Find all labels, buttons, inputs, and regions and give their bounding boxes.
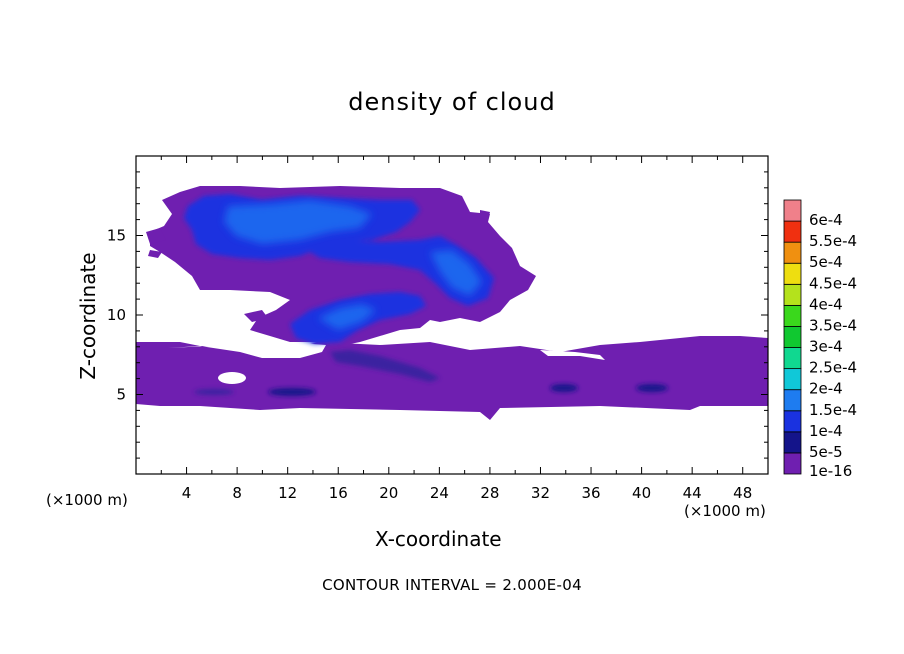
cloud-field: [136, 186, 768, 420]
colorbar-label: 4e-4: [809, 295, 843, 313]
colorbar-swatch: [783, 199, 802, 222]
x-tick-label: 36: [581, 484, 600, 502]
x-tick-label: 40: [632, 484, 651, 502]
colorbar-label: 6e-4: [809, 211, 843, 229]
colorbar-swatch: [783, 220, 802, 243]
colorbar-label: 1e-4: [809, 422, 843, 440]
x-tick-label: 4: [182, 484, 192, 502]
x-tick-label: 28: [480, 484, 499, 502]
colorbar-label: 5e-5: [809, 443, 843, 461]
cloud-core-bright: [430, 250, 482, 296]
colorbar-swatch: [783, 368, 802, 391]
x-ticks: 4 8 12 16 20 24 28 32 36 40 44 48: [160, 156, 752, 502]
y-tick-label: 15: [107, 227, 126, 245]
cloud-gap: [168, 343, 326, 358]
cloud-pocket: [636, 384, 668, 392]
colorbar-swatch: [783, 262, 802, 285]
colorbar-swatch: [783, 347, 802, 370]
x-tick-label: 20: [379, 484, 398, 502]
colorbar-swatch: [783, 452, 802, 475]
colorbar-label: 4.5e-4: [809, 274, 857, 292]
colorbar-swatch: [783, 431, 802, 454]
cloud-fragment: [480, 210, 490, 220]
x-tick-label: 48: [733, 484, 752, 502]
y-tick-label: 5: [116, 386, 126, 404]
colorbar-label: 2.5e-4: [809, 359, 857, 377]
cloud-pocket: [330, 350, 440, 382]
x-tick-label: 44: [683, 484, 702, 502]
cloud-core-bright: [224, 200, 372, 244]
colorbar-label: 5.5e-4: [809, 232, 857, 250]
cloud-fragment: [146, 228, 166, 244]
x-unit-label-right: (×1000 m): [684, 502, 766, 520]
colorbar-label: 5e-4: [809, 253, 843, 271]
cloud-pocket: [268, 388, 316, 396]
colorbar-label: 3e-4: [809, 338, 843, 356]
cloud-pocket: [194, 389, 234, 395]
colorbar-swatch: [783, 241, 802, 264]
colorbar-swatch: [783, 326, 802, 348]
colorbar-label: 1.5e-4: [809, 401, 857, 419]
colorbar-label: 2e-4: [809, 380, 843, 398]
x-tick-label: 24: [430, 484, 449, 502]
x-tick-label: 32: [531, 484, 550, 502]
cloud-core-bright: [318, 304, 376, 330]
x-unit-label-left: (×1000 m): [46, 491, 128, 509]
chart-title: density of cloud: [348, 88, 556, 116]
y-ticks: 5 10 15: [107, 171, 768, 459]
x-axis-label: X-coordinate: [375, 527, 502, 551]
colorbar-swatch: [783, 304, 802, 327]
x-tick-label: 16: [329, 484, 348, 502]
x-tick-label: 12: [278, 484, 297, 502]
colorbar-swatch: [783, 283, 802, 306]
colorbar-label: 1e-16: [809, 462, 852, 480]
cloud-fragment: [244, 310, 268, 322]
x-tick-label: 8: [232, 484, 242, 502]
contour-interval-note: CONTOUR INTERVAL = 2.000E-04: [322, 576, 582, 594]
cloud-gap: [218, 372, 246, 384]
colorbar-label: 3.5e-4: [809, 316, 857, 334]
y-tick-label: 10: [107, 306, 126, 324]
cloud-fragment: [148, 250, 162, 258]
colorbar-swatch: [783, 389, 802, 412]
cloud-gap: [540, 350, 605, 360]
colorbar-swatch: [783, 410, 802, 433]
cloud-pocket: [550, 384, 578, 392]
